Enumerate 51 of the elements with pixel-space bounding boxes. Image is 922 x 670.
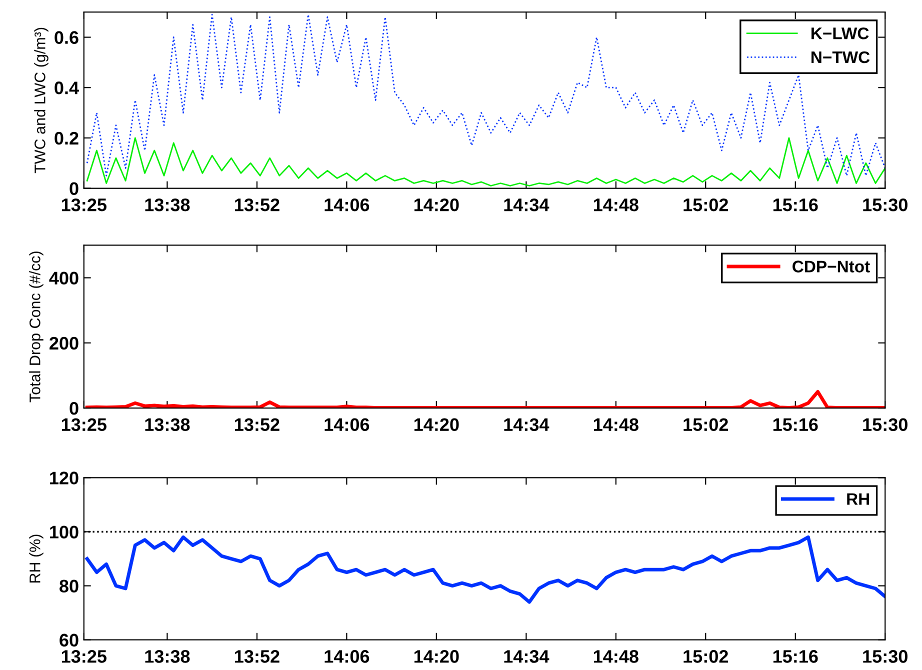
x-tick-label: 14:06 (324, 198, 370, 212)
x-tick-label: 14:34 (504, 418, 550, 432)
x-tick-label: 15:16 (773, 198, 818, 212)
x-tick-label: 13:52 (235, 650, 280, 663)
x-tick-label: 13:52 (235, 418, 280, 432)
y-tick-label: 60 (60, 634, 78, 647)
x-tick-label: 13:38 (145, 418, 190, 432)
line-series (85, 535, 886, 604)
y-tick-label: 120 (50, 472, 78, 484)
x-tick-label: 15:30 (863, 418, 908, 432)
x-tick-label: 14:06 (324, 650, 370, 663)
x-tick-label: 14:20 (414, 650, 459, 663)
line-series (86, 14, 886, 176)
legend-label: K−LWC (812, 28, 869, 40)
x-tick-label: 14:20 (414, 198, 459, 212)
y-axis-title: RH (%) (29, 534, 44, 583)
y-tick-label: 200 (50, 336, 78, 350)
x-tick-label: 14:06 (324, 418, 370, 432)
y-axis-title: TWC and LWC (g/m³) (34, 28, 48, 174)
x-tick-label: 14:20 (414, 418, 459, 432)
y-tick-label: 80 (60, 580, 78, 593)
x-tick-label: 14:34 (504, 198, 550, 212)
x-tick-label: 13:25 (62, 650, 106, 663)
x-tick-label: 13:38 (145, 198, 190, 212)
x-tick-label: 15:02 (684, 650, 728, 663)
legend-label: N−TWC (812, 51, 870, 64)
x-tick-label: 15:02 (684, 198, 728, 212)
y-tick-label: 0 (70, 402, 78, 415)
x-tick-label: 15:02 (684, 418, 728, 432)
x-tick-label: 15:16 (773, 650, 818, 663)
line-series (86, 137, 886, 186)
x-tick-label: 13:38 (145, 650, 190, 663)
y-tick-label: 100 (50, 526, 78, 538)
x-tick-label: 13:52 (235, 198, 280, 212)
y-tick-label: 0.6 (54, 31, 78, 44)
x-tick-label: 15:30 (863, 650, 908, 663)
x-tick-label: 14:34 (504, 650, 550, 663)
x-tick-label: 14:48 (594, 418, 638, 432)
y-axis-title: Total Drop Conc (#/cc) (29, 252, 44, 402)
x-tick-label: 15:16 (773, 418, 818, 432)
legend-label: RH (847, 493, 869, 505)
legend-label: CDP−Ntot (792, 260, 870, 272)
y-tick-label: 400 (49, 272, 78, 284)
y-tick-label: 0.4 (54, 82, 79, 94)
x-tick-label: 15:30 (863, 198, 908, 212)
x-tick-label: 14:48 (594, 198, 638, 212)
y-tick-label: 0 (70, 182, 78, 195)
x-tick-label: 14:48 (594, 650, 638, 663)
x-tick-label: 13:25 (62, 198, 106, 212)
y-tick-label: 0.2 (54, 132, 78, 145)
x-tick-label: 13:25 (62, 418, 106, 432)
